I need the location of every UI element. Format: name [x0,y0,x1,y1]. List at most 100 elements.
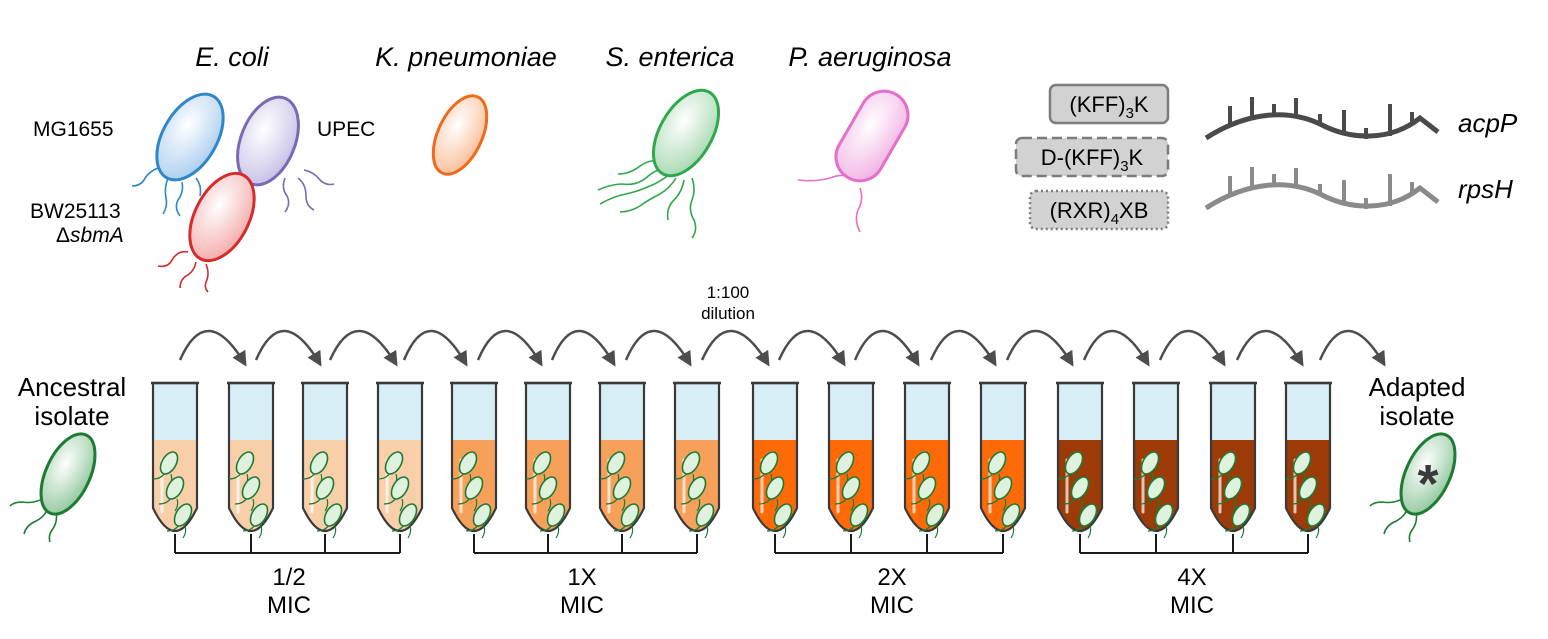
mic-label-half-level: 1/2 [272,564,305,591]
tube-series [151,381,1332,539]
tube-cell [1216,476,1243,512]
tube-cell [828,451,855,487]
tube-cell [766,503,793,539]
tube-cell [465,503,492,539]
mic-label-4x-level: 4X [1177,564,1206,591]
mic-bracket [473,534,698,554]
strain-label-upec: UPEC [317,118,375,141]
tube-cell [758,476,785,512]
species-title-senterica: S. enterica [605,42,734,72]
mic-bracket [1079,534,1309,554]
test-tube [1284,381,1332,539]
peptide-label-kff3k: (KFF)3K [1069,92,1149,122]
strain-label-bw25113: BW25113 [30,200,121,223]
test-tube [827,381,875,539]
pna-strand-acpp [1204,97,1440,141]
tube-cell [1224,503,1251,539]
test-tube [1209,381,1257,539]
tube-cell [308,476,335,512]
mic-label-4x-unit: MIC [1170,592,1214,619]
ancestral-label-line2: isolate [34,401,109,431]
transfer-arrow [328,329,398,367]
adapted-label-line2: isolate [1379,401,1454,431]
tube-cell [1063,476,1090,512]
mic-label-2x-unit: MIC [870,592,914,619]
tube-cell [1291,476,1318,512]
test-tube [1132,381,1180,539]
transfer-arrow [1235,329,1304,367]
tube-cell [842,503,869,539]
transfer-arrow [853,329,920,367]
mic-brackets [174,534,1309,554]
adapted-label-line1: Adapted [1369,372,1466,402]
transfer-arrow [1318,329,1386,367]
strain-label-mg1655: MG1655 [33,118,114,141]
transfer-arrow [929,329,997,367]
tube-cell [1071,503,1098,539]
tube-cell [316,503,343,539]
peptide-box-d-kff3k: D-(KFF)3K [1014,136,1170,178]
bacterium-kpneumoniae [431,94,489,176]
tube-cell [457,476,484,512]
pna-strand-rpsh [1204,167,1440,211]
tube-cell [688,503,715,539]
tube-cell [1139,476,1166,512]
test-tube [751,381,799,539]
species-title-ecoli: E. coli [195,42,270,72]
tube-cell [918,503,945,539]
target-label-rpsh: rpsH [1458,174,1513,204]
tube-cell [242,503,269,539]
bacterium-ecoli-mg1655 [131,92,225,217]
tube-cell [613,503,640,539]
transfer-arrow [777,329,846,367]
transfer-arrow [402,329,468,367]
tube-cell [302,451,329,487]
test-tube [376,381,424,539]
transfer-arrow [254,329,322,367]
target-label-acpp: acpP [1458,108,1518,138]
dilution-label-ratio: 1:100 [707,283,750,302]
tube-cell [1147,503,1174,539]
tube-cell [599,451,626,487]
transfer-arrow [178,329,247,367]
tube-cell [1299,503,1326,539]
delta-symbol: Δ [56,224,70,247]
test-tube [903,381,951,539]
transfer-arrow [700,329,770,367]
tube-cell [158,476,185,512]
tube-cell [680,476,707,512]
tube-cell [152,451,179,487]
sbma-gene: sbmA [70,224,124,247]
tube-cell [531,476,558,512]
test-tube [979,381,1027,539]
transfer-arrow [1082,329,1150,367]
transfer-arrow [550,329,616,367]
species-title-paeruginosa: P. aeruginosa [788,42,951,72]
peptide-label-rxr4xb: (RXR)4XB [1050,198,1149,228]
mic-label-1x-level: 1X [567,564,596,591]
test-tube [151,381,199,539]
bacterium-adapted-isolate: * [1369,432,1457,543]
tube-cell [383,476,410,512]
mic-bracket [174,534,401,554]
bacterium-paeruginosa [797,89,910,233]
transfer-arrow [1005,329,1074,367]
tube-cell [605,476,632,512]
transfer-arrows [178,329,1386,367]
dilution-label-text: dilution [701,304,755,323]
peptide-box-rxr4xb: (RXR)4XB [1028,189,1170,231]
peptide-label-d-kff3k: D-(KFF)3K [1041,145,1144,175]
test-tube [598,381,646,539]
transfer-arrow [476,329,543,367]
tube-cell [752,451,779,487]
tube-cell [391,503,418,539]
tube-cell [986,476,1013,512]
tube-cell [1210,451,1237,487]
peptide-box-kff3k: (KFF)3K [1048,83,1170,125]
species-title-kpneumoniae: K. pneumoniae [375,42,557,72]
adapted-mark-asterisk: * [1417,454,1438,514]
tube-cell [904,451,931,487]
tube-cell [994,503,1021,539]
test-tube [524,381,572,539]
